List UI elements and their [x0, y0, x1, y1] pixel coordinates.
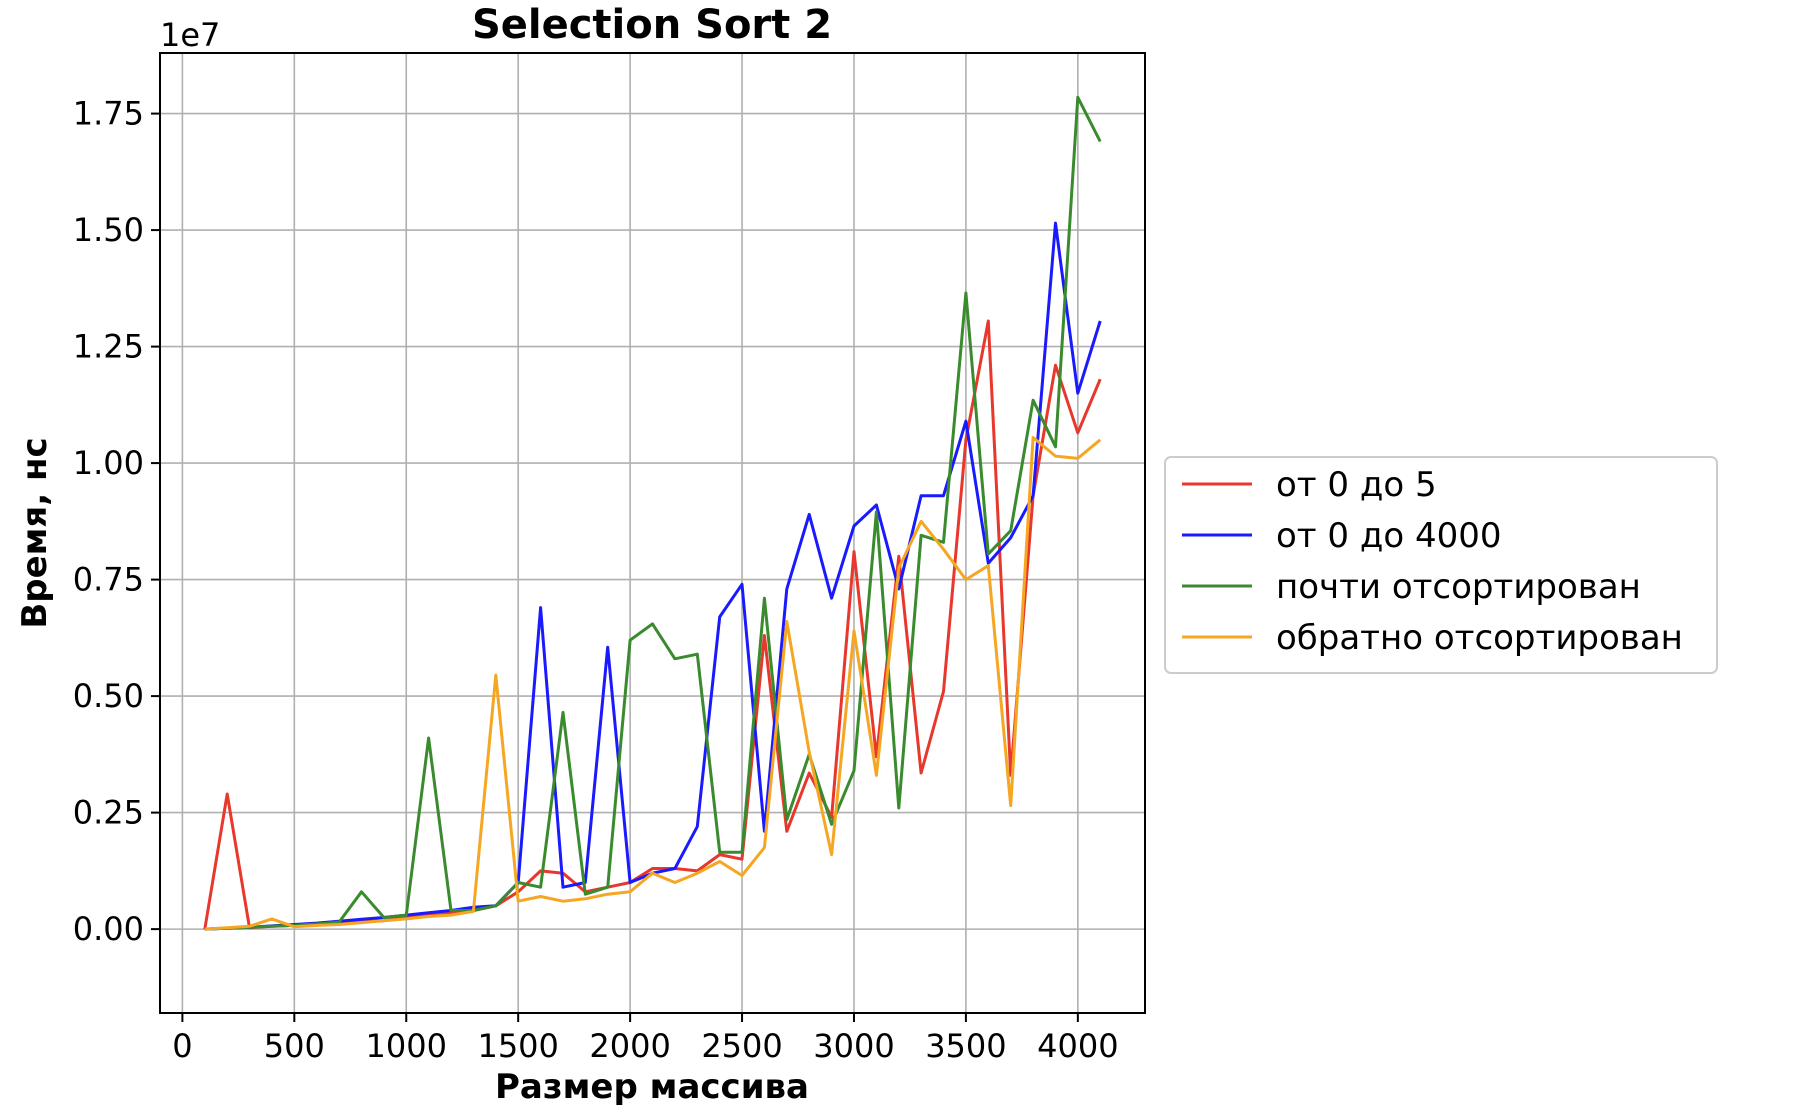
series-line-3	[204, 95, 1102, 931]
legend-entry: обратно отсортирован	[1182, 618, 1683, 658]
series-line-4	[204, 436, 1102, 931]
y-axis-title: Время, нс	[15, 437, 55, 628]
y-tick-label: 0.75	[73, 561, 144, 599]
legend-entry: почти отсортирован	[1182, 567, 1641, 607]
x-tick-label: 1000	[366, 1027, 447, 1065]
y-tick-label: 1.50	[73, 211, 144, 249]
x-tick-label: 500	[264, 1027, 325, 1065]
x-tick-label: 0	[172, 1027, 192, 1065]
x-tick-label: 3500	[925, 1027, 1006, 1065]
y-tick-label: 0.00	[73, 910, 144, 948]
x-axis-ticks: 0 500 1000 1500 2000 2500 3000 3500 4000	[172, 1013, 1119, 1065]
legend-label: обратно отсортирован	[1276, 618, 1683, 658]
y-tick-label: 0.25	[73, 794, 144, 832]
x-axis-title: Размер массива	[495, 1067, 809, 1107]
x-tick-label: 2500	[701, 1027, 782, 1065]
legend-box	[1164, 456, 1718, 674]
y-offset-label: 1e7	[160, 16, 220, 54]
legend-label: почти отсортирован	[1276, 567, 1641, 607]
y-axis-ticks: 0.00 0.25 0.50 0.75 1.00 1.25 1.50 1.75	[73, 95, 160, 948]
x-tick-label: 4000	[1037, 1027, 1118, 1065]
plot-frame	[159, 52, 1146, 1014]
x-tick-label: 1500	[477, 1027, 558, 1065]
legend-label: от 0 до 4000	[1276, 516, 1502, 556]
y-tick-label: 1.75	[73, 95, 144, 133]
x-tick-label: 3000	[813, 1027, 894, 1065]
y-tick-label: 0.50	[73, 677, 144, 715]
legend-entry: от 0 до 4000	[1182, 516, 1502, 556]
legend-entry: от 0 до 5	[1182, 465, 1437, 505]
legend: от 0 до 5 от 0 до 4000 почти отсортирован о…	[1164, 456, 1718, 674]
x-tick-label: 2000	[589, 1027, 670, 1065]
y-tick-label: 1.25	[73, 328, 144, 366]
legend-label: от 0 до 5	[1276, 465, 1437, 505]
chart-title: Selection Sort 2	[472, 2, 832, 48]
y-tick-label: 1.00	[73, 444, 144, 482]
series-lines	[203, 95, 1102, 931]
